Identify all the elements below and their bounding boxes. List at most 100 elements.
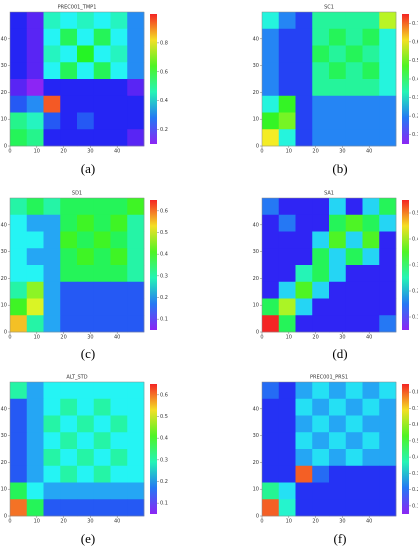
x-tick-label: 40 [366, 149, 372, 155]
colorbar-tick-label: 0.6 [160, 208, 168, 214]
heatmap-cell [10, 298, 28, 316]
x-tick-label: 0 [8, 149, 11, 155]
heatmap-cell [10, 95, 28, 113]
heatmap-cell [262, 28, 280, 46]
colorbar-tick-label: 0.3 [160, 273, 168, 279]
heatmap-cell [329, 449, 347, 467]
heatmap-cell [43, 415, 61, 433]
heatmap-cell [110, 198, 128, 216]
heatmap-cell [312, 265, 330, 283]
heatmap-cell [60, 12, 78, 30]
heatmap-cell [26, 382, 44, 400]
chart-title: ALT_STD [66, 375, 87, 381]
x-tick-label: 10 [286, 149, 292, 155]
heatmap-cell [312, 112, 330, 130]
heatmap-cell [93, 12, 111, 30]
heatmap-cell [362, 398, 380, 416]
heatmap-cell [60, 198, 78, 216]
heatmap-cell [329, 465, 347, 483]
heatmap-cell [93, 248, 111, 266]
heatmap-cell [295, 62, 313, 80]
heatmap-cell [262, 281, 280, 299]
heatmap-cell [312, 248, 330, 266]
heatmap-cell [278, 198, 296, 216]
heatmap-cell [278, 45, 296, 63]
plot-frame [9, 11, 145, 147]
heatmap-cell [295, 382, 313, 400]
heatmap-cell [43, 129, 61, 147]
heatmap-cell [10, 214, 28, 232]
heatmap-cell [10, 398, 28, 416]
y-tick-label: 10 [1, 487, 7, 493]
heatmap-cell [26, 281, 44, 299]
heatmap-cell [262, 265, 280, 283]
colorbar-tick-label: 0.2 [160, 295, 168, 301]
heatmap-cell [312, 45, 330, 63]
heatmap-cell [345, 465, 363, 483]
heatmap-cell [26, 28, 44, 46]
heatmap-cell [43, 482, 61, 500]
heatmap-cell [362, 45, 380, 63]
heatmap-cell [93, 398, 111, 416]
heatmap-cell [43, 198, 61, 216]
heatmap-cell [10, 449, 28, 467]
heatmap-cell [127, 499, 145, 517]
heatmap-cell [60, 62, 78, 80]
y-tick-label: 20 [1, 90, 7, 96]
heatmap-cell [278, 415, 296, 433]
heatmap-cell [43, 62, 61, 80]
heatmap-cell [345, 315, 363, 333]
y-tick-label: 0 [256, 144, 259, 150]
heatmap-cell [43, 298, 61, 316]
heatmap-cell [93, 298, 111, 316]
heatmap-cell [77, 482, 95, 500]
heatmap-cell [10, 198, 28, 216]
heatmap-cell [295, 298, 313, 316]
y-tick-label: 30 [253, 249, 259, 255]
heatmap-cell [127, 415, 145, 433]
heatmap-cell [362, 248, 380, 266]
heatmap-cell [93, 112, 111, 130]
heatmap-cell [110, 112, 128, 130]
heatmap-cell [43, 214, 61, 232]
heatmap-cell [60, 231, 78, 249]
colorbar-tick-label: 0.6 [412, 39, 418, 45]
heatmap-cell [110, 382, 128, 400]
heatmap-cell [312, 482, 330, 500]
heatmap-cell [295, 449, 313, 467]
heatmap-cell [10, 499, 28, 517]
heatmap-cell [312, 28, 330, 46]
heatmap-cell [77, 281, 95, 299]
heatmap-cell [262, 62, 280, 80]
y-tick-label: 30 [1, 433, 7, 439]
y-tick-label: 10 [253, 303, 259, 309]
heatmap-cell [110, 129, 128, 147]
heatmap-cell [345, 129, 363, 147]
x-tick-label: 40 [114, 149, 120, 155]
heatmap-cell [278, 449, 296, 467]
heatmap-cell [329, 95, 347, 113]
heatmap-cell [379, 129, 397, 147]
heatmap-cell [262, 298, 280, 316]
x-tick-label: 20 [60, 335, 66, 341]
y-tick-label: 10 [1, 303, 7, 309]
heatmap-cell [43, 28, 61, 46]
heatmap-cell [362, 465, 380, 483]
heatmap-cell [345, 95, 363, 113]
heatmap-cell [110, 231, 128, 249]
heatmap-cell [93, 265, 111, 283]
heatmap-cell [26, 129, 44, 147]
heatmap-cell [312, 198, 330, 216]
heatmap-cell [26, 449, 44, 467]
heatmap-cell [345, 45, 363, 63]
heatmap-cell [60, 281, 78, 299]
heatmap-cell [93, 281, 111, 299]
heatmap-cell [110, 62, 128, 80]
chart-title: PREC001_PRS1 [310, 375, 348, 381]
heatmap-cell [43, 79, 61, 97]
heatmap-cell [362, 95, 380, 113]
heatmap-cell [295, 45, 313, 63]
heatmap-cell [362, 298, 380, 316]
heatmap-cell [110, 449, 128, 467]
heatmap-cell [127, 112, 145, 130]
